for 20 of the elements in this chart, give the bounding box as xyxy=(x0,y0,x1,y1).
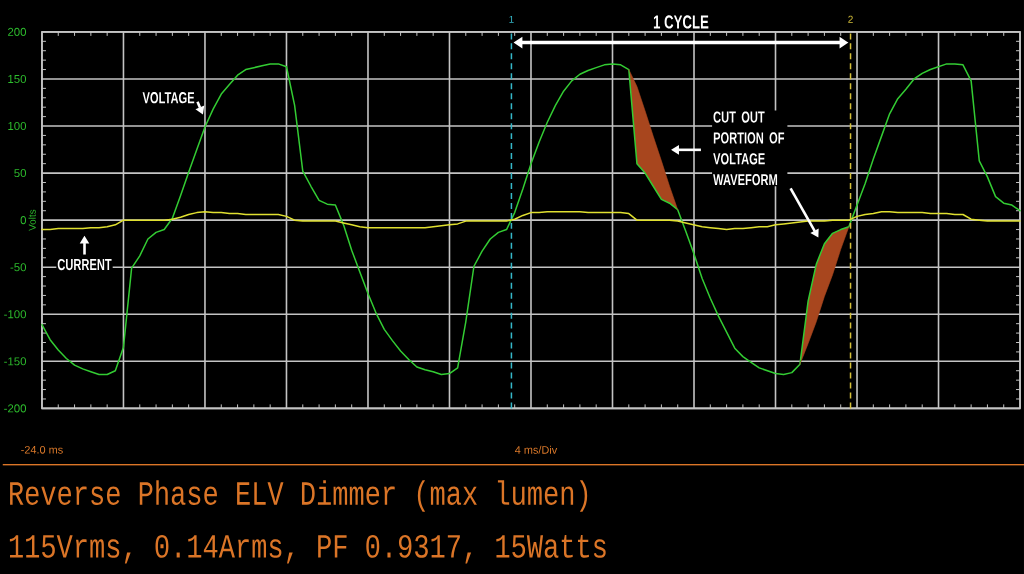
y-tick-label: 50 xyxy=(14,168,27,177)
text: 1 CYCLE xyxy=(653,15,709,29)
y-tick-label: 150 xyxy=(8,74,27,83)
y-axis-title: Volts xyxy=(28,209,36,231)
text: 2 xyxy=(848,15,853,23)
annotation: CUT OUT PORTION OF VOLTAGE WAVEFORM xyxy=(713,111,785,186)
y-tick-label: -100 xyxy=(4,310,27,319)
text: 1 xyxy=(509,15,514,23)
y-tick-label: 200 xyxy=(8,27,27,36)
x-axis-title: 4 ms/Div xyxy=(514,445,558,454)
annotation: VOLTAGE xyxy=(142,91,195,104)
y-tick-label: 100 xyxy=(8,121,27,130)
annotation: CURRENT xyxy=(57,258,112,270)
y-tick-label: 0 xyxy=(20,215,27,224)
text: 115Vrms, 0.14Arms, PF 0.9317, 15Watts xyxy=(9,534,606,564)
text: Reverse Phase ELV Dimmer (max lumen) xyxy=(10,479,588,512)
y-tick-label: -200 xyxy=(4,404,27,413)
y-tick-label: -50 xyxy=(10,262,27,272)
text: -24.0 ms xyxy=(21,445,63,454)
y-tick-label: -150 xyxy=(4,357,27,366)
